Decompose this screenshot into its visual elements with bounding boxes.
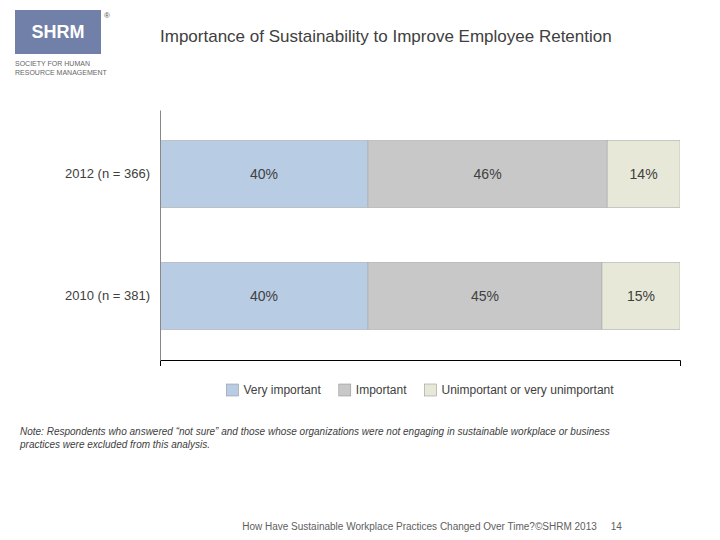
note: Note: Respondents who answered “not sure… <box>19 426 610 450</box>
x-axis-line <box>161 361 681 367</box>
legend-swatch <box>425 384 437 396</box>
footer: How Have Sustainable Workplace Practices… <box>242 521 622 532</box>
legend-label: Very important <box>243 383 321 397</box>
logo-text: SHRM <box>32 22 85 42</box>
legend-item: Very important <box>226 383 321 397</box>
chart: SHRM ® SOCIETY FOR HUMAN RESOURCE MANAGEMEN… <box>0 0 720 540</box>
bar <box>160 140 368 207</box>
bar <box>368 140 607 207</box>
bar <box>602 262 680 329</box>
data-label: 14% <box>630 166 658 182</box>
legend: Very important Important Unimportant or ve… <box>226 383 614 397</box>
data-label: 45% <box>471 288 499 304</box>
data-labels: 40% 46% 14% 40% 45% 15% <box>250 166 658 304</box>
legend-label: Important <box>356 383 407 397</box>
legend-swatch <box>339 384 351 396</box>
bar <box>368 262 602 329</box>
legend-swatch <box>226 384 238 396</box>
logo-mark: ® <box>104 11 110 20</box>
bar <box>160 262 368 329</box>
data-label: 40% <box>250 166 278 182</box>
category-label: 2012 (n = 366) <box>65 166 150 181</box>
logo-subtext: SOCIETY FOR HUMAN <box>15 60 90 67</box>
y-axis-line <box>160 111 161 361</box>
logo-box <box>15 10 101 54</box>
x-axis <box>161 361 681 367</box>
legend-item: Unimportant or very unimportant <box>425 383 615 397</box>
category-label: 2010 (n = 381) <box>65 288 150 303</box>
data-label: 46% <box>474 166 502 182</box>
bar <box>607 140 680 207</box>
y-tick: 2012 (n = 366) <box>65 166 160 181</box>
bars <box>160 140 680 329</box>
logo-subtext: RESOURCE MANAGEMENT <box>15 69 108 76</box>
data-label: 15% <box>627 288 655 304</box>
y-axis: 2012 (n = 366) 2010 (n = 381) <box>65 111 160 361</box>
y-tick: 2010 (n = 381) <box>65 288 160 303</box>
logo: SHRM ® SOCIETY FOR HUMAN RESOURCE MANAGEMEN… <box>15 10 110 76</box>
title: Importance of Sustainability to Improve … <box>160 27 612 46</box>
data-label: 40% <box>250 288 278 304</box>
legend-label: Unimportant or very unimportant <box>442 383 615 397</box>
legend-item: Important <box>339 383 407 397</box>
